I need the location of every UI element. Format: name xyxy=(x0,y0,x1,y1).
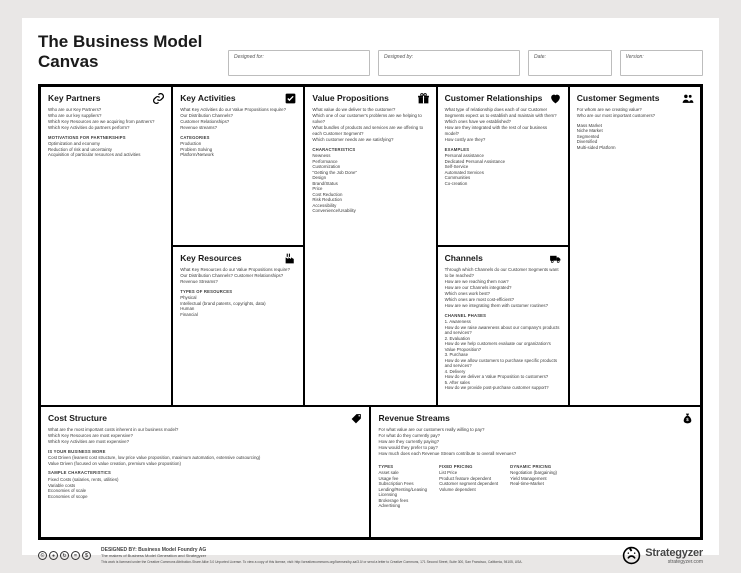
heading: Revenue Streams xyxy=(378,413,693,423)
cell-revenue-streams: Revenue Streams $ For what value are our… xyxy=(370,406,701,538)
cc-nd-icon: = xyxy=(71,551,80,560)
subbody2: Fixed Costs (salaries, rents, utilities)… xyxy=(48,477,362,499)
subbody: Newness Performance Customization "Getti… xyxy=(312,153,428,214)
subbody: Personal assistance Dedicated Personal A… xyxy=(445,153,561,186)
subhead: IS YOUR BUSINESS MORE xyxy=(48,449,362,455)
footer-text: DESIGNED BY: Business Model Foundry AG T… xyxy=(101,547,612,565)
questions: What Key Resources do our Value Proposit… xyxy=(180,267,296,285)
canvas-sheet: The Business Model Canvas Designed for: … xyxy=(22,18,719,555)
brand-name: Strategyzer xyxy=(645,547,703,559)
cell-customer-relationships: Customer Relationships What type of rela… xyxy=(437,86,569,246)
questions: Who are our Key Partners? Who are our ke… xyxy=(48,107,164,131)
subhead: TYPES OF RESOURCES xyxy=(180,289,296,295)
moneybag-icon: $ xyxy=(681,412,694,425)
subbody: Asset sale Usage fee Subscription Fees L… xyxy=(378,470,427,509)
designed-by-value: Business Model Foundry AG xyxy=(138,547,206,553)
questions: What are the most important costs inhere… xyxy=(48,427,362,445)
cc-by-icon: ● xyxy=(49,551,58,560)
prompts: What Key Activities do our Value Proposi… xyxy=(180,107,296,158)
prompts: For what value are our customers really … xyxy=(378,427,693,512)
prompts: For whom are we creating value? Who are … xyxy=(577,107,693,150)
cc-icon: © xyxy=(38,551,47,560)
subhead: CATEGORIES xyxy=(180,135,296,141)
questions: Through which Channels do our Customer S… xyxy=(445,267,561,309)
questions: For what value are our customers really … xyxy=(378,427,693,457)
link-icon xyxy=(152,92,165,105)
subhead3: DYNAMIC PRICING xyxy=(510,464,557,470)
heading: Key Activities xyxy=(180,93,296,103)
tag-icon xyxy=(350,412,363,425)
heading: Value Propositions xyxy=(312,93,428,103)
gift-icon xyxy=(417,92,430,105)
truck-icon xyxy=(549,252,562,265)
subbody: Optimization and economy Reduction of ri… xyxy=(48,141,164,158)
questions: What Key Activities do our Value Proposi… xyxy=(180,107,296,131)
subbody3: Negotiation (bargaining) Yield Managemen… xyxy=(510,470,557,487)
strategyzer-logo-icon xyxy=(622,546,641,565)
subbody: 1. Awareness How do we raise awareness a… xyxy=(445,319,561,391)
prompts: What value do we deliver to the customer… xyxy=(312,107,428,214)
check-icon xyxy=(284,92,297,105)
page-title: The Business Model Canvas xyxy=(38,32,220,76)
prompts: What type of relationship does each of o… xyxy=(445,107,561,186)
cc-icons: © ● ↻ = $ xyxy=(38,551,91,560)
footer: © ● ↻ = $ DESIGNED BY: Business Model Fo… xyxy=(38,540,703,565)
subbody: Cost Driven (leanest cost structure, low… xyxy=(48,455,362,466)
prompts: What Key Resources do our Value Proposit… xyxy=(180,267,296,317)
heading: Customer Relationships xyxy=(445,93,561,103)
header-row: The Business Model Canvas Designed for: … xyxy=(38,32,703,76)
cell-value-propositions: Value Propositions What value do we deli… xyxy=(304,86,436,406)
designed-by-label: DESIGNED BY: xyxy=(101,547,137,553)
heading: Cost Structure xyxy=(48,413,362,423)
cell-customer-segments: Customer Segments For whom are we creati… xyxy=(569,86,701,406)
questions: What value do we deliver to the customer… xyxy=(312,107,428,143)
meta-designed-by[interactable]: Designed by: xyxy=(378,50,520,76)
heading: Key Resources xyxy=(180,253,296,263)
subbody: Physical Intellectual (brand patents, co… xyxy=(180,295,296,317)
prompts: Who are our Key Partners? Who are our ke… xyxy=(48,107,164,158)
subhead2: FIXED PRICING xyxy=(439,464,498,470)
cell-key-activities: Key Activities What Key Activities do ou… xyxy=(172,86,304,246)
cell-key-resources: Key Resources What Key Resources do our … xyxy=(172,246,304,406)
cc-sa-icon: ↻ xyxy=(60,551,69,560)
subhead: CHANNEL PHASES xyxy=(445,313,561,319)
prompts: Through which Channels do our Customer S… xyxy=(445,267,561,391)
subhead: EXAMPLES xyxy=(445,147,561,153)
factory-icon xyxy=(284,252,297,265)
footer-license: This work is licensed under the Creative… xyxy=(101,560,612,564)
subhead: MOTIVATIONS FOR PARTNERSHIPS xyxy=(48,135,164,141)
cell-channels: Channels Through which Channels do our C… xyxy=(437,246,569,406)
people-icon xyxy=(681,92,694,105)
subhead2: SAMPLE CHARACTERISTICS xyxy=(48,470,362,476)
heading: Key Partners xyxy=(48,93,164,103)
heading: Channels xyxy=(445,253,561,263)
subhead: TYPES xyxy=(378,464,427,470)
questions: What type of relationship does each of o… xyxy=(445,107,561,143)
cell-key-partners: Key Partners Who are our Key Partners? W… xyxy=(40,86,172,406)
heading: Customer Segments xyxy=(577,93,693,103)
footer-subline: The makers of Business Model Generation … xyxy=(101,553,612,558)
brand-url: strategyzer.com xyxy=(668,559,703,565)
subbody: Mass Market Niche Market Segmented Diver… xyxy=(577,123,693,151)
meta-date[interactable]: Date: xyxy=(528,50,612,76)
cell-cost-structure: Cost Structure What are the most importa… xyxy=(40,406,370,538)
brand: Strategyzer strategyzer.com xyxy=(622,546,703,565)
canvas-grid: Key Partners Who are our Key Partners? W… xyxy=(38,84,703,540)
meta-version[interactable]: Version: xyxy=(620,50,704,76)
prompts: What are the most important costs inhere… xyxy=(48,427,362,499)
cc-nc-icon: $ xyxy=(82,551,91,560)
questions: For whom are we creating value? Who are … xyxy=(577,107,693,119)
subhead: CHARACTERISTICS xyxy=(312,147,428,153)
subbody2: List Price Product feature dependent Cus… xyxy=(439,470,498,492)
heart-icon xyxy=(549,92,562,105)
subbody: Production Problem Solving Platform/Netw… xyxy=(180,141,296,158)
meta-designed-for[interactable]: Designed for: xyxy=(228,50,370,76)
